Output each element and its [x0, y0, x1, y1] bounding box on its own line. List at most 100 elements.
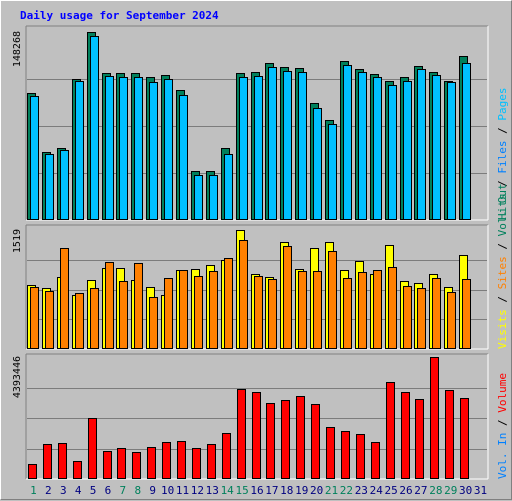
bar-files-day-2	[45, 154, 54, 220]
bar-files-day-13	[209, 175, 218, 220]
bar-volume-day-4	[73, 461, 82, 479]
bar-volume-day-19	[296, 396, 305, 479]
bar-files-day-3	[60, 150, 69, 220]
x-tick-label-day-18: 18	[280, 484, 293, 497]
x-tick-label-day-11: 11	[176, 484, 189, 497]
bar-files-day-21	[328, 124, 337, 220]
bar-files-day-4	[75, 81, 84, 220]
bar-volume-day-22	[341, 431, 350, 479]
bar-sites-day-29	[447, 292, 456, 349]
bar-sites-day-8	[134, 263, 143, 349]
bar-sites-day-14	[224, 258, 233, 349]
legend-item-sites: Sites	[496, 256, 509, 289]
legend-separator: /	[496, 413, 509, 433]
x-tick-label-day-17: 17	[265, 484, 278, 497]
bar-sites-day-4	[75, 293, 84, 349]
bar-files-day-11	[179, 95, 188, 220]
bar-files-day-17	[268, 67, 277, 220]
bar-sites-day-25	[388, 267, 397, 349]
x-tick-label-day-8: 8	[134, 484, 141, 497]
legend-top: Hits / Files / Pages	[496, 88, 509, 221]
bar-sites-day-20	[313, 271, 322, 349]
bar-files-day-30	[462, 63, 471, 220]
bar-volume-day-20	[311, 404, 320, 479]
bar-volume-day-30	[460, 398, 469, 479]
x-tick-label-day-7: 7	[120, 484, 127, 497]
bar-files-day-9	[149, 82, 158, 220]
legend-item-files: Files	[496, 141, 509, 174]
legend-separator: /	[496, 121, 509, 141]
bar-volume-day-8	[132, 452, 141, 479]
bar-sites-day-28	[432, 278, 441, 349]
bar-sites-day-7	[119, 281, 128, 349]
legend-bottom: Vol. In / Volume	[496, 373, 509, 479]
legend-separator: /	[496, 289, 509, 309]
legend-separator: /	[496, 236, 509, 256]
bar-volume-day-28	[430, 357, 439, 479]
x-tick-label-day-5: 5	[90, 484, 97, 497]
bar-sites-day-18	[283, 246, 292, 349]
bar-files-day-7	[119, 77, 128, 220]
bar-sites-day-30	[462, 279, 471, 349]
bar-sites-day-5	[90, 288, 99, 349]
x-tick-label-day-6: 6	[105, 484, 112, 497]
bar-files-day-14	[224, 154, 233, 220]
x-tick-label-day-28: 28	[429, 484, 442, 497]
x-tick-label-day-9: 9	[149, 484, 156, 497]
bar-sites-day-27	[417, 288, 426, 349]
bar-volume-day-5	[88, 418, 97, 479]
bar-sites-day-16	[254, 276, 263, 349]
bar-sites-day-23	[358, 272, 367, 349]
bar-files-day-6	[105, 76, 114, 220]
bar-sites-day-6	[105, 262, 114, 349]
x-tick-label-day-20: 20	[310, 484, 323, 497]
legend-item-vol-in: Vol. In	[496, 433, 509, 479]
bar-files-day-26	[403, 81, 412, 220]
x-tick-label-day-21: 21	[325, 484, 338, 497]
y-max-label: 148268	[12, 31, 23, 67]
legend-item-pages: Pages	[496, 88, 509, 121]
bar-files-day-19	[298, 72, 307, 220]
bar-sites-day-11	[179, 270, 188, 349]
legend-middle: Visits / Sites / Vol. Out	[496, 183, 509, 349]
x-tick-label-day-27: 27	[414, 484, 427, 497]
bar-files-day-5	[90, 36, 99, 220]
x-tick-label-day-3: 3	[60, 484, 67, 497]
x-tick-label-day-22: 22	[340, 484, 353, 497]
bar-sites-day-10	[164, 278, 173, 349]
bar-sites-day-13	[209, 271, 218, 349]
bar-sites-day-17	[268, 279, 277, 349]
x-tick-label-day-19: 19	[295, 484, 308, 497]
bar-volume-day-24	[371, 442, 380, 479]
x-tick-label-day-12: 12	[191, 484, 204, 497]
bar-volume-day-23	[356, 434, 365, 479]
x-tick-label-day-10: 10	[161, 484, 174, 497]
bar-sites-day-22	[343, 278, 352, 349]
bar-files-day-25	[388, 85, 397, 220]
bar-volume-day-2	[43, 444, 52, 479]
bar-volume-day-18	[281, 400, 290, 479]
x-tick-label-day-30: 30	[459, 484, 472, 497]
bar-files-day-16	[254, 76, 263, 220]
x-tick-label-day-25: 25	[385, 484, 398, 497]
bar-files-day-23	[358, 72, 367, 220]
x-tick-label-day-14: 14	[221, 484, 235, 497]
bar-volume-day-25	[386, 382, 395, 479]
bar-volume-day-16	[252, 392, 261, 479]
bar-sites-day-15	[239, 240, 248, 349]
x-tick-label-day-13: 13	[206, 484, 219, 497]
bar-volume-day-26	[401, 392, 410, 479]
bar-sites-day-26	[403, 286, 412, 349]
bar-sites-day-12	[194, 276, 203, 349]
bar-volume-day-29	[445, 390, 454, 479]
bar-volume-day-15	[237, 389, 246, 479]
bar-files-day-22	[343, 65, 352, 220]
bar-sites-day-2	[45, 291, 54, 349]
x-tick-label-day-31: 31	[474, 484, 487, 497]
bar-volume-day-21	[326, 427, 335, 479]
y-max-label: 1519	[12, 229, 23, 253]
bar-volume-day-17	[266, 403, 275, 479]
legend-separator: /	[496, 174, 509, 194]
